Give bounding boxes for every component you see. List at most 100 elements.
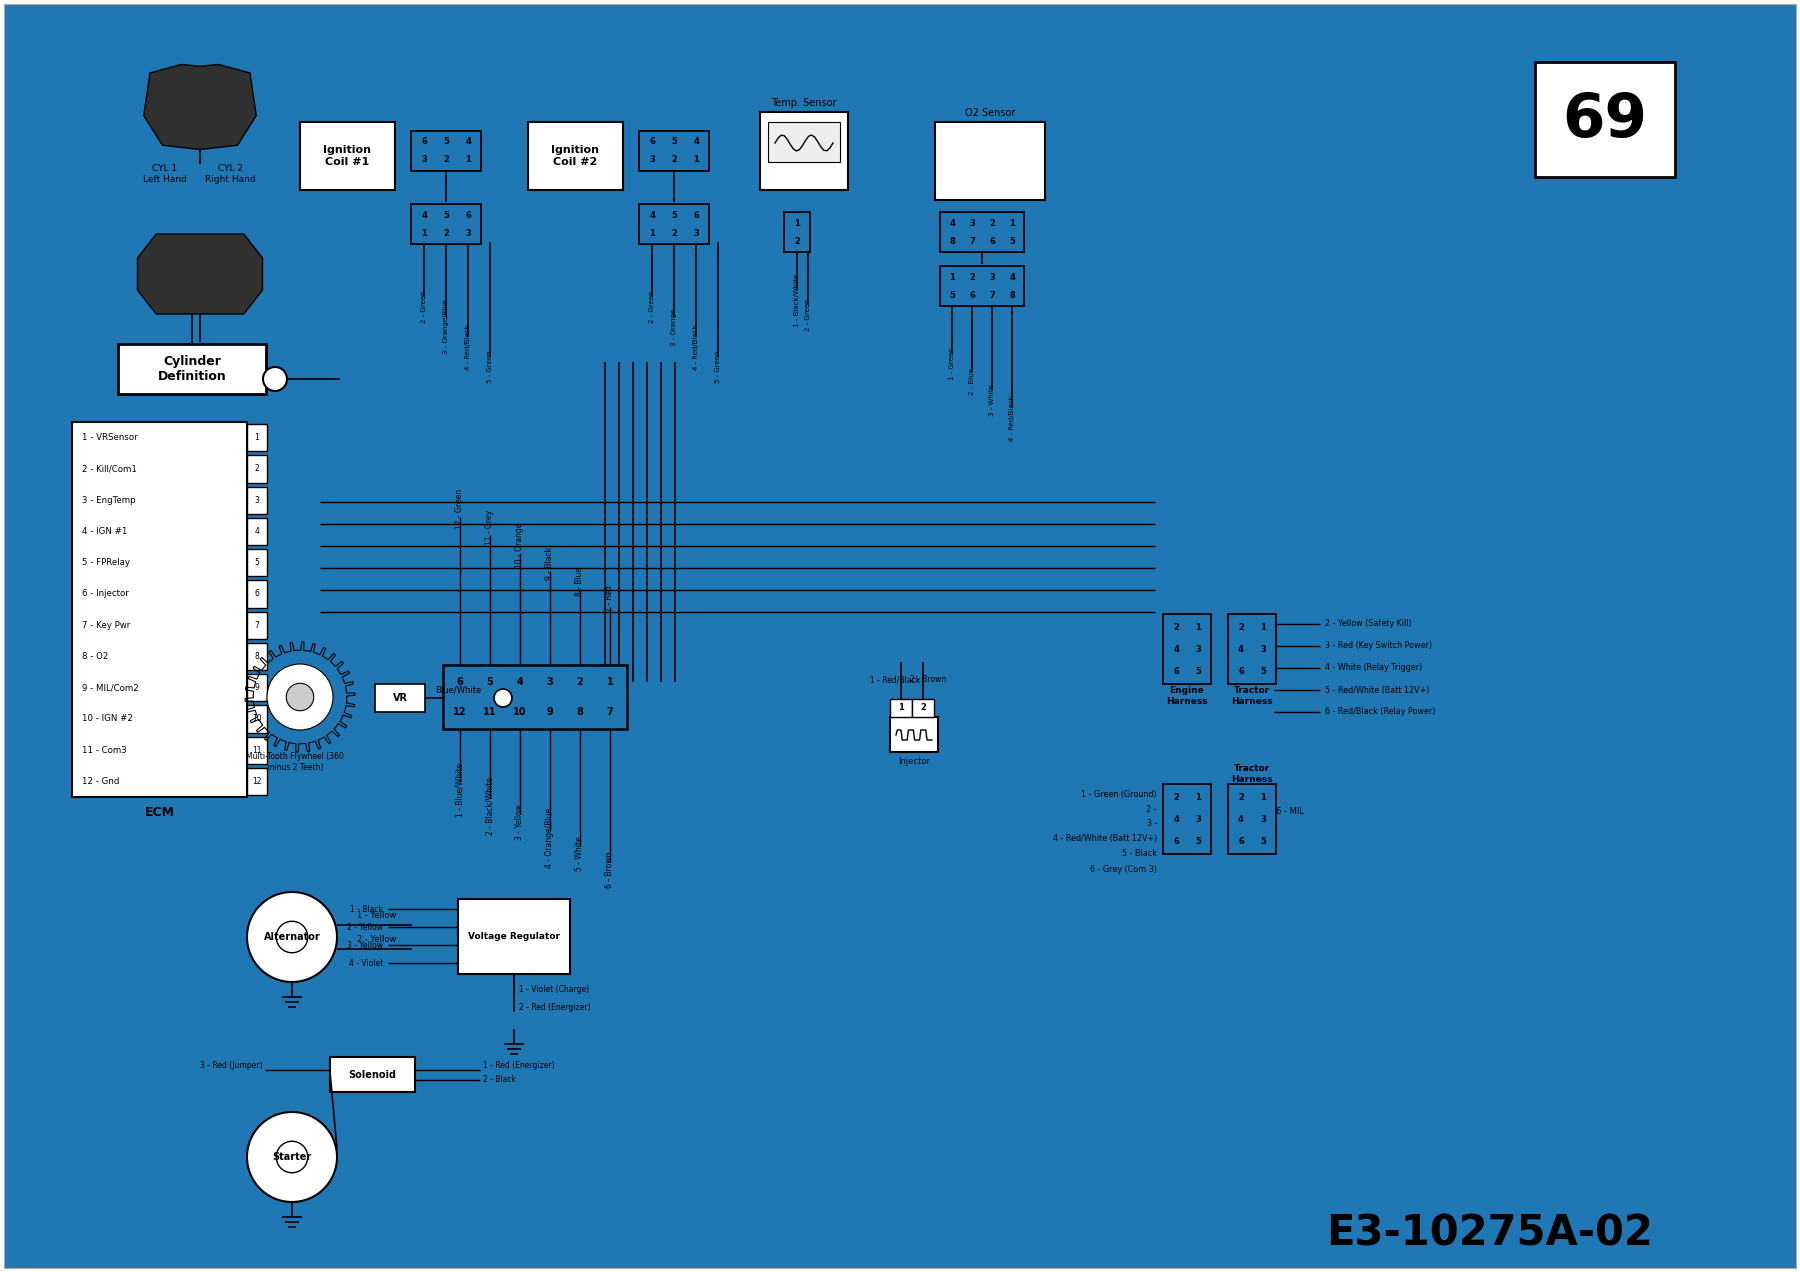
Text: 5: 5 <box>949 290 956 299</box>
Bar <box>1229 808 1253 831</box>
Bar <box>983 232 1003 251</box>
Text: 5 - FPRelay: 5 - FPRelay <box>83 558 130 567</box>
Bar <box>1228 784 1276 854</box>
Text: 12 - Green: 12 - Green <box>455 488 464 529</box>
Text: 4: 4 <box>650 210 655 220</box>
Text: VR: VR <box>392 693 407 703</box>
Text: 5: 5 <box>443 137 448 146</box>
Text: 1 - Red/Black: 1 - Red/Black <box>869 675 920 684</box>
Text: 4: 4 <box>949 219 956 228</box>
Text: 2 - Blue: 2 - Blue <box>968 369 976 396</box>
Text: 6: 6 <box>650 137 655 146</box>
Bar <box>527 122 623 190</box>
Text: 4 - White (Relay Trigger): 4 - White (Relay Trigger) <box>1325 664 1422 673</box>
Bar <box>1186 639 1210 660</box>
Bar <box>457 899 571 974</box>
Text: 1 - VRSensor: 1 - VRSensor <box>83 434 137 443</box>
Text: Alternator: Alternator <box>263 932 320 943</box>
Text: Tractor
Harness: Tractor Harness <box>1231 687 1273 706</box>
Text: 2 - Black/White: 2 - Black/White <box>486 777 495 834</box>
Bar <box>686 206 707 224</box>
Bar <box>565 697 596 728</box>
Bar <box>1253 639 1274 660</box>
Bar <box>1229 639 1253 660</box>
Bar <box>565 667 596 697</box>
Bar <box>983 286 1003 304</box>
Bar <box>1003 268 1022 286</box>
Text: 6: 6 <box>254 589 259 598</box>
Text: 3 - Yellow: 3 - Yellow <box>515 804 524 840</box>
Text: 3: 3 <box>990 272 995 281</box>
Text: 6 - Grey (Com 3): 6 - Grey (Com 3) <box>1091 865 1157 874</box>
Text: 4 - Red/Black: 4 - Red/Black <box>1010 396 1015 441</box>
Bar <box>686 134 707 151</box>
Text: 3 - Red (Key Switch Power): 3 - Red (Key Switch Power) <box>1325 641 1433 650</box>
Text: 5: 5 <box>1010 237 1015 245</box>
Text: 11 - Grey: 11 - Grey <box>486 510 495 544</box>
Text: 5 - Green: 5 - Green <box>488 351 493 383</box>
Circle shape <box>263 368 286 391</box>
Bar <box>760 112 848 190</box>
Bar <box>787 214 808 232</box>
Text: 1 - Red (Energizer): 1 - Red (Energizer) <box>482 1062 554 1071</box>
Text: 2 - Brown: 2 - Brown <box>911 675 947 684</box>
Text: 12 - Gnd: 12 - Gnd <box>83 777 119 786</box>
Text: 8: 8 <box>254 651 259 661</box>
Text: 8 - O2: 8 - O2 <box>83 651 108 661</box>
Text: 2 - Kill/Com1: 2 - Kill/Com1 <box>83 464 137 473</box>
Text: 12: 12 <box>252 777 261 786</box>
Text: 4: 4 <box>1174 814 1179 823</box>
Bar <box>1186 786 1210 808</box>
Bar <box>941 214 961 232</box>
Bar <box>247 580 266 608</box>
Circle shape <box>275 1141 308 1173</box>
Bar <box>889 717 938 752</box>
Bar <box>1229 786 1253 808</box>
Bar <box>247 550 266 576</box>
Bar <box>457 224 479 242</box>
Text: 6: 6 <box>693 210 698 220</box>
Text: 1: 1 <box>1195 792 1201 801</box>
Text: Solenoid: Solenoid <box>347 1070 396 1080</box>
Text: 2 - Green: 2 - Green <box>421 291 427 323</box>
Text: 3: 3 <box>254 496 259 505</box>
Text: 4 - IGN #1: 4 - IGN #1 <box>83 527 128 536</box>
Text: 3 - Red (Jumper): 3 - Red (Jumper) <box>200 1062 263 1071</box>
Bar <box>443 665 626 729</box>
Text: 2 - Yellow (Safety Kill): 2 - Yellow (Safety Kill) <box>1325 619 1411 628</box>
Polygon shape <box>144 65 256 150</box>
Text: 10 - IGN #2: 10 - IGN #2 <box>83 715 133 724</box>
Bar <box>961 268 983 286</box>
Text: 3 - Yellow: 3 - Yellow <box>347 940 383 949</box>
Bar <box>445 697 475 728</box>
Text: 5 - Black: 5 - Black <box>1121 850 1157 859</box>
Bar <box>1186 831 1210 852</box>
Text: 11 - Com3: 11 - Com3 <box>83 745 126 754</box>
Text: 1: 1 <box>898 703 904 712</box>
Text: 6: 6 <box>1238 837 1244 846</box>
Text: 1 - Black: 1 - Black <box>349 904 383 913</box>
Text: 3: 3 <box>421 155 427 164</box>
Text: 11: 11 <box>252 745 261 754</box>
Text: Voltage Regulator: Voltage Regulator <box>468 932 560 941</box>
Bar <box>941 268 961 286</box>
Bar <box>941 286 961 304</box>
Text: 11: 11 <box>482 707 497 717</box>
Text: Ignition
Coil #2: Ignition Coil #2 <box>551 145 599 167</box>
Bar <box>961 214 983 232</box>
Text: 9: 9 <box>254 683 259 692</box>
Bar <box>889 700 913 717</box>
Text: 1: 1 <box>464 155 472 164</box>
Text: Tractor
Harness: Tractor Harness <box>1231 764 1273 784</box>
Text: 8: 8 <box>949 237 954 245</box>
Bar <box>436 134 457 151</box>
Bar <box>247 612 266 639</box>
Bar <box>641 134 662 151</box>
Bar <box>410 204 481 244</box>
Bar <box>983 268 1003 286</box>
Text: 2: 2 <box>443 155 448 164</box>
Bar <box>662 134 686 151</box>
Text: 1: 1 <box>1010 219 1015 228</box>
Bar <box>686 224 707 242</box>
Text: 2 - Red (Energizer): 2 - Red (Energizer) <box>518 1002 590 1011</box>
